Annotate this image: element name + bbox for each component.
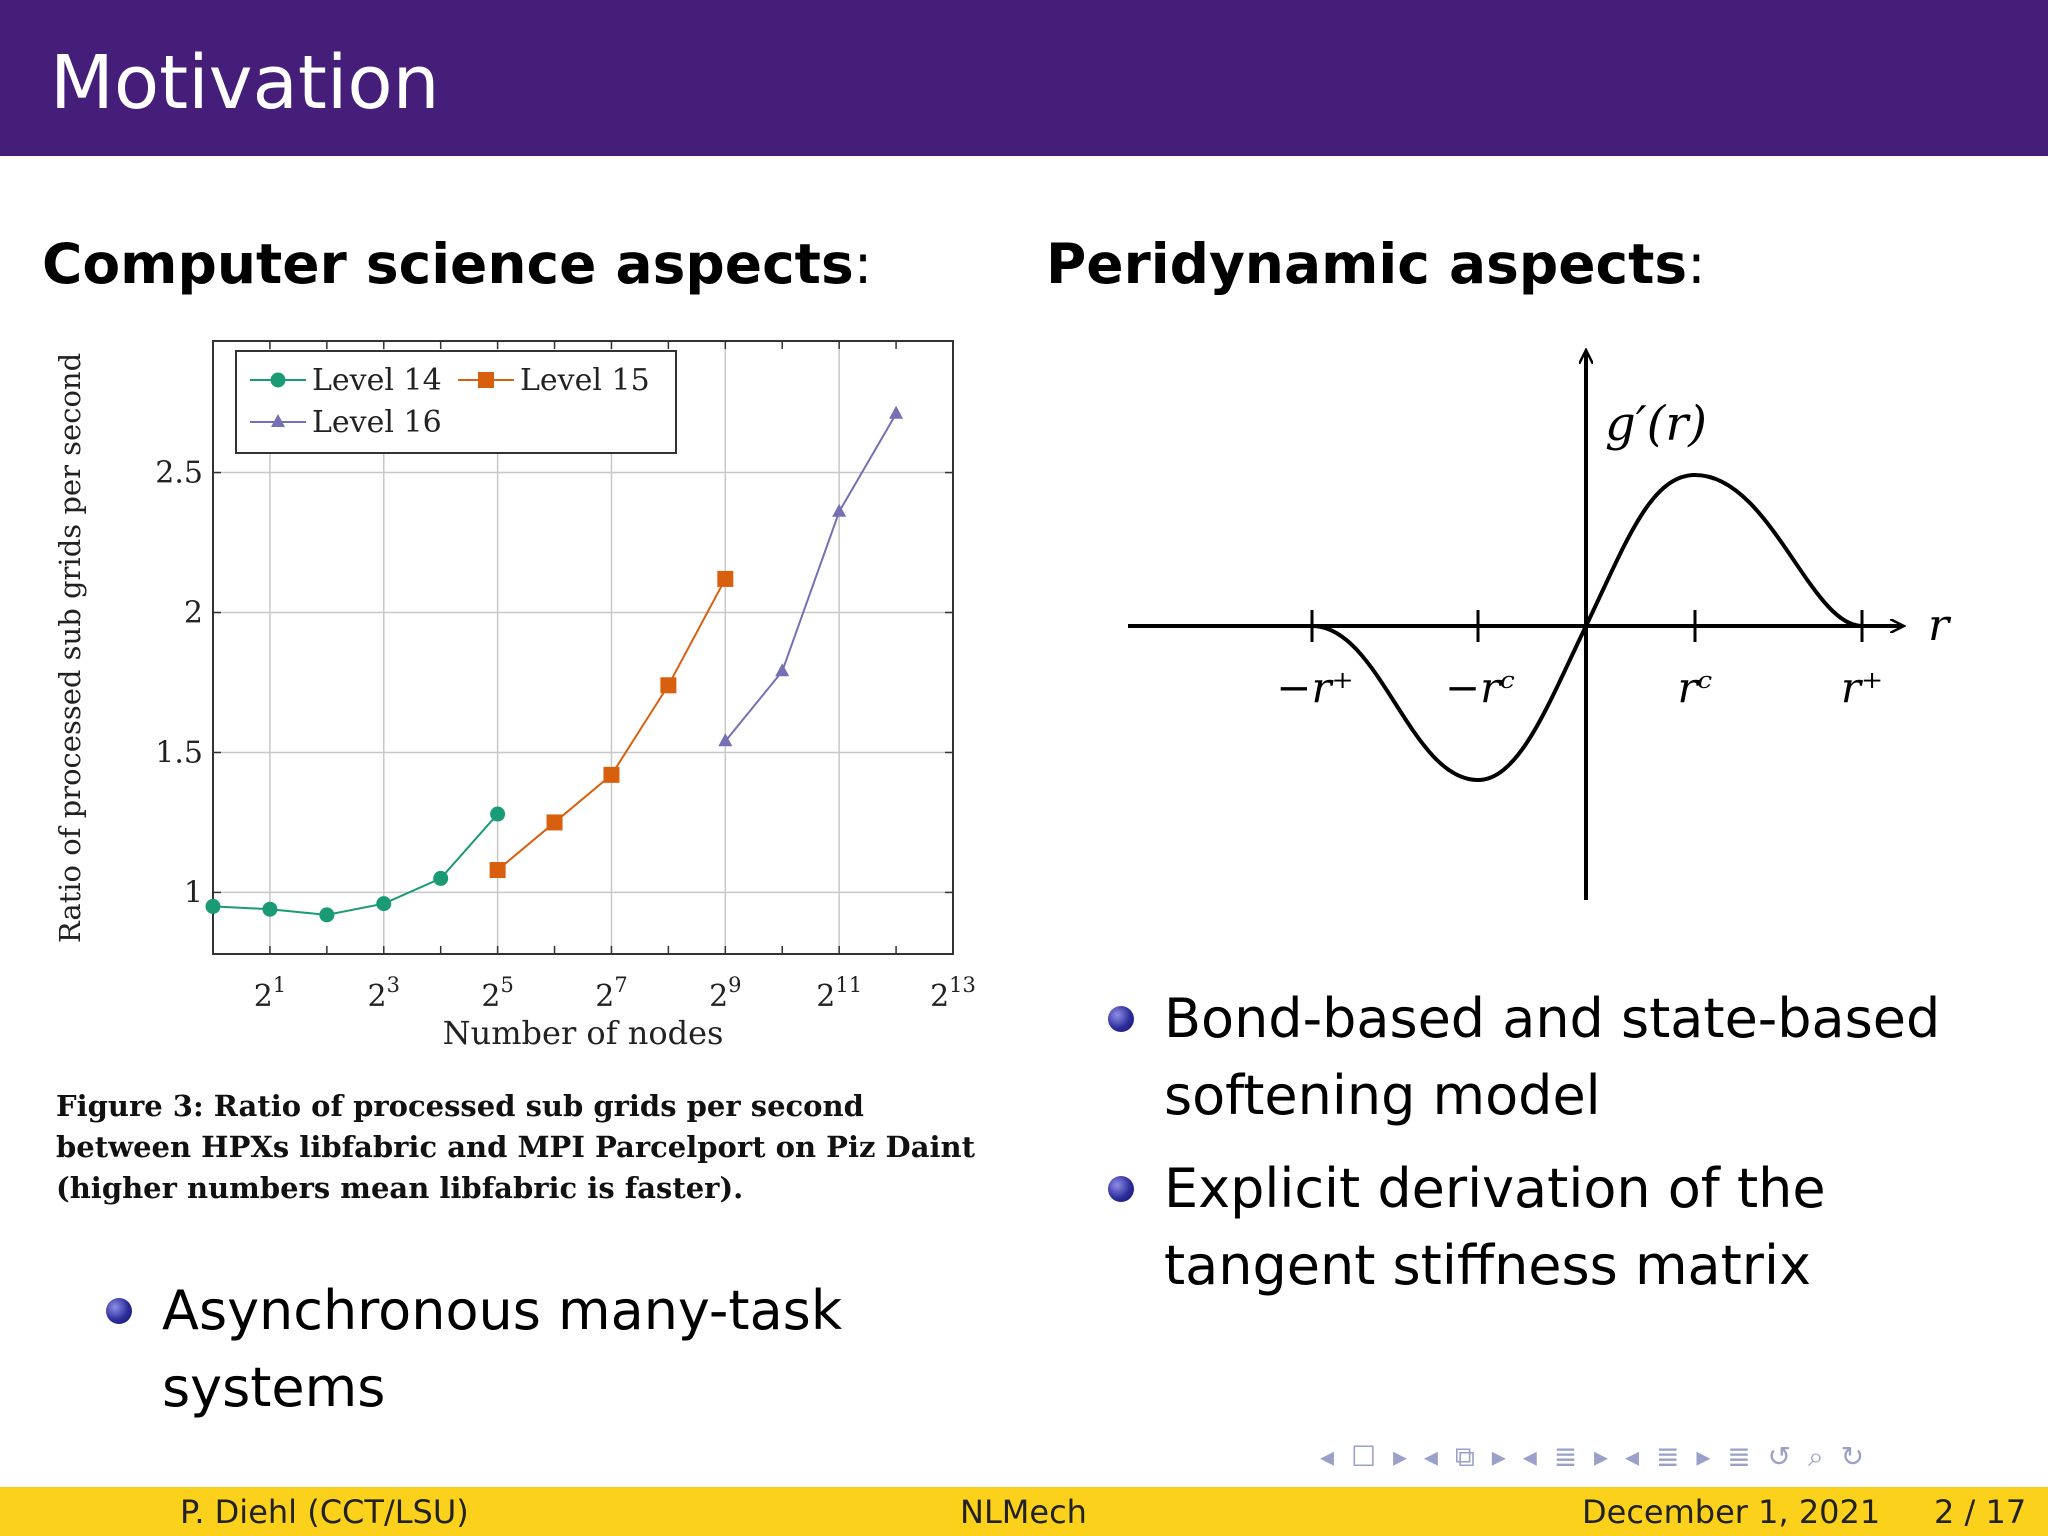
- tick-label-neg-r-plus: −r⁺: [1276, 663, 1353, 712]
- nav-subsection-icon[interactable]: ◂ ⧉ ▸: [1423, 1440, 1510, 1473]
- legend-label-level-16: Level 16: [312, 405, 442, 440]
- x-tick-label: 213: [930, 973, 976, 1014]
- data-point-level-16: [718, 733, 733, 747]
- x-tick-label: 23: [368, 973, 400, 1014]
- footer-date: December 1, 2021: [1582, 1493, 1881, 1531]
- figure-caption: Figure 3: Ratio of processed sub grids p…: [56, 1086, 976, 1209]
- left-heading: Computer science aspects:: [42, 232, 872, 296]
- y-axis-label: Ratio of processed sub grids per second: [53, 353, 87, 943]
- chart-series: [205, 405, 904, 923]
- chart-legend: Level 14 Level 15 Level 16: [235, 350, 677, 454]
- data-point-level-14: [262, 901, 278, 917]
- bullet-text: Explicit derivation of the tangent stiff…: [1164, 1157, 1826, 1297]
- left-heading-colon: :: [853, 232, 873, 296]
- bullet-dot-icon: [1108, 1176, 1134, 1202]
- bullet-item: Asynchronous many-task systems: [106, 1272, 926, 1426]
- x-tick-label: 25: [481, 973, 513, 1014]
- y-tick-label: 2: [184, 596, 203, 631]
- footer-author: P. Diehl (CCT/LSU): [180, 1493, 469, 1531]
- data-point-level-14: [376, 896, 392, 912]
- bullet-dot-icon: [106, 1298, 132, 1324]
- data-point-level-14: [433, 870, 449, 886]
- data-point-level-15: [660, 677, 677, 694]
- x-tick-label: 29: [709, 973, 741, 1014]
- x-tick-label: 211: [816, 973, 862, 1014]
- tick-label-neg-r-c: −rᶜ: [1445, 663, 1515, 712]
- caption-text: Figure 3: Ratio of processed sub grids p…: [56, 1089, 975, 1205]
- title-bar: Motivation: [0, 0, 2048, 156]
- x-tick-label: 21: [254, 973, 286, 1014]
- right-heading-text: Peridynamic aspects: [1046, 232, 1688, 296]
- legend-marker-level-15: [478, 372, 494, 388]
- legend-box: [235, 350, 677, 454]
- data-point-level-14: [205, 898, 221, 914]
- y-tick-label: 1: [184, 875, 203, 910]
- right-heading-colon: :: [1687, 232, 1706, 296]
- slide-title: Motivation: [50, 40, 440, 126]
- function-label: g′(r): [1605, 396, 1707, 452]
- g-prime-curve: [1311, 472, 1863, 783]
- footer-short-title: NLMech: [960, 1493, 1087, 1531]
- right-heading: Peridynamic aspects:: [1046, 232, 1706, 296]
- r-axis-label: r: [1928, 600, 1952, 651]
- nav-slide-icon[interactable]: ◂ ≣ ▸: [1625, 1440, 1715, 1473]
- data-point-level-15: [603, 766, 620, 783]
- data-point-level-14: [319, 907, 335, 923]
- data-point-level-14: [490, 806, 506, 822]
- y-tick-label: 1.5: [155, 735, 203, 770]
- series-line-level-16: [724, 413, 897, 742]
- tick-label-r-c: rᶜ: [1678, 663, 1713, 712]
- beamer-navigation: ◂ ☐ ▸ ◂ ⧉ ▸ ◂ ≣ ▸ ◂ ≣ ▸ ≣ ↺ ⌕ ↻: [1320, 1440, 2040, 1476]
- tick-label-r-plus: r⁺: [1841, 663, 1883, 712]
- legend-label-level-15: Level 15: [520, 363, 650, 398]
- left-heading-text: Computer science aspects: [42, 232, 854, 296]
- chart-ticks: 21 23 25 27 29 211 213 1 1.5 2 2.5: [155, 341, 976, 1014]
- data-point-level-16: [889, 405, 904, 419]
- footer-bar: P. Diehl (CCT/LSU) NLMech December 1, 20…: [0, 1487, 2048, 1536]
- data-point-level-15: [546, 814, 563, 831]
- nav-align-icon[interactable]: ≣: [1727, 1440, 1755, 1473]
- bullet-item: Explicit derivation of the tangent stiff…: [1108, 1150, 2008, 1304]
- plot-frame: [212, 340, 954, 955]
- bullet-item: Bond-based and state-based softening mod…: [1108, 980, 2008, 1134]
- ratio-chart: 21 23 25 27 29 211 213 1 1.5 2 2.5 Number of nodes…: [53, 340, 976, 1052]
- nav-frame-icon[interactable]: ◂ ☐ ▸: [1320, 1440, 1412, 1473]
- data-point-level-15: [717, 570, 734, 587]
- data-point-level-15: [489, 862, 506, 879]
- bullet-dot-icon: [1108, 1006, 1134, 1032]
- nav-search-icon[interactable]: ↺ ⌕ ↻: [1767, 1440, 1869, 1473]
- bullet-text: Asynchronous many-task systems: [162, 1279, 843, 1419]
- data-point-level-16: [832, 503, 847, 517]
- data-point-level-16: [775, 663, 790, 677]
- legend-marker-level-16: [271, 414, 285, 427]
- x-tick-label: 27: [595, 973, 627, 1014]
- softening-diagram: g′(r) r −r⁺ −rᶜ rᶜ r⁺: [1128, 340, 1952, 900]
- bullet-text: Bond-based and state-based softening mod…: [1164, 987, 1941, 1127]
- nav-section-icon[interactable]: ◂ ≣ ▸: [1522, 1440, 1613, 1473]
- x-axis-label: Number of nodes: [443, 1014, 724, 1052]
- legend-marker-level-14: [270, 372, 286, 388]
- footer-page: 2 / 17: [1934, 1493, 2027, 1531]
- legend-label-level-14: Level 14: [312, 363, 442, 398]
- series-line-level-14: [212, 813, 499, 916]
- y-tick-label: 2.5: [155, 456, 203, 491]
